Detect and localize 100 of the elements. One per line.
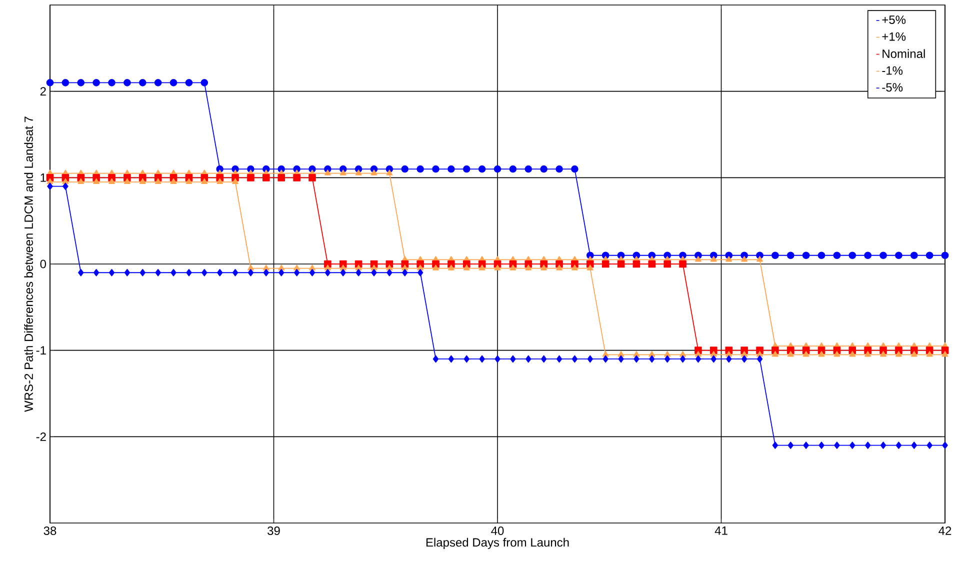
point [170, 178, 177, 184]
point [524, 165, 532, 173]
point [926, 252, 934, 260]
point [802, 351, 810, 357]
point [370, 264, 378, 270]
y-tick-label: -1 [36, 346, 46, 354]
point [556, 165, 563, 173]
point [664, 260, 671, 268]
x-tick-label: 42 [938, 526, 952, 535]
point [386, 268, 392, 276]
point [293, 174, 300, 182]
point [294, 268, 300, 276]
point [525, 264, 532, 270]
point [201, 178, 208, 184]
point [47, 182, 53, 190]
point [664, 355, 670, 363]
point [278, 268, 284, 276]
point [942, 442, 948, 449]
point [679, 260, 686, 268]
point [124, 178, 130, 184]
point [694, 256, 702, 262]
point [911, 442, 917, 449]
point [602, 260, 610, 268]
point [402, 268, 408, 276]
point [494, 165, 502, 173]
point [278, 174, 286, 182]
point [510, 355, 516, 363]
point [880, 351, 886, 357]
point [895, 252, 902, 260]
point [572, 355, 578, 363]
point [386, 170, 393, 176]
point [526, 355, 532, 363]
point [864, 351, 872, 357]
point [726, 256, 732, 262]
point [710, 355, 716, 363]
point [202, 268, 208, 276]
point [432, 264, 439, 270]
point [818, 252, 826, 260]
point [324, 264, 331, 270]
point [140, 268, 146, 276]
point [510, 264, 516, 270]
point [448, 264, 454, 270]
point [556, 355, 562, 363]
x-tick-label: 41 [714, 526, 728, 535]
point [786, 252, 794, 260]
point [185, 79, 193, 86]
point [155, 268, 161, 276]
point [200, 79, 208, 86]
point [942, 351, 948, 357]
point [571, 165, 578, 173]
point [494, 264, 501, 270]
point [726, 351, 732, 357]
point [46, 79, 54, 86]
point [756, 256, 763, 262]
point [416, 165, 424, 173]
point [124, 268, 130, 276]
point [509, 165, 517, 173]
point [370, 170, 378, 176]
y-tick-label: 2 [40, 87, 46, 96]
point [772, 351, 778, 357]
x-tick-label: 39 [268, 526, 280, 536]
point [355, 264, 362, 270]
point [756, 355, 763, 363]
point [262, 174, 270, 182]
point [278, 264, 285, 270]
point [402, 264, 408, 270]
point [695, 355, 702, 363]
point [556, 264, 562, 270]
point [680, 355, 686, 363]
point [586, 264, 594, 270]
legend-label: +5% [882, 16, 906, 24]
point [634, 355, 640, 363]
point [741, 351, 748, 357]
point [294, 264, 300, 270]
point [896, 442, 902, 449]
y-axis-title: WRS-2 Path Differences between LDCM and Landsat 7 [24, 116, 33, 412]
point [108, 268, 115, 276]
point [850, 442, 856, 449]
point [834, 351, 840, 357]
point [78, 268, 84, 276]
point [77, 79, 85, 86]
point [432, 165, 440, 173]
point [340, 170, 346, 176]
point [818, 351, 825, 357]
point [463, 264, 470, 270]
point [834, 442, 840, 449]
point [417, 264, 424, 270]
point [62, 182, 68, 190]
point [355, 170, 362, 176]
point [571, 264, 578, 270]
y-tick-label: 1 [40, 174, 46, 182]
point [401, 165, 409, 173]
point [247, 174, 254, 182]
point [803, 442, 809, 449]
point [941, 252, 949, 260]
x-tick-label: 40 [491, 526, 504, 536]
point [263, 268, 269, 276]
point [602, 355, 608, 363]
point [154, 178, 162, 184]
point [371, 268, 377, 276]
